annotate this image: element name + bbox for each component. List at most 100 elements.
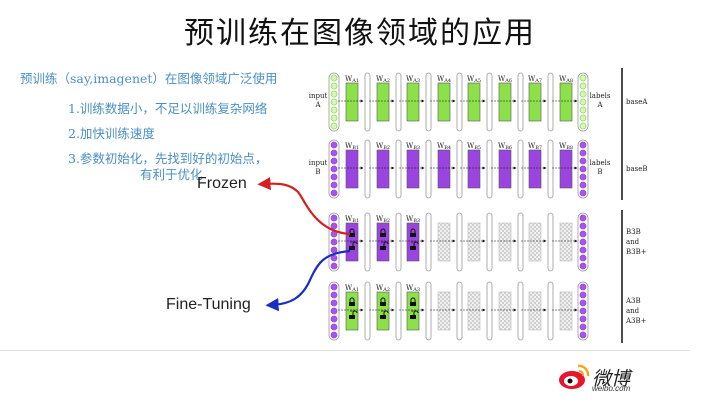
hidden-layer	[517, 212, 524, 272]
hidden-layer	[425, 281, 432, 341]
neuron	[330, 82, 338, 90]
hidden-layer	[364, 139, 371, 199]
input-label: input	[309, 159, 328, 167]
neuron	[579, 114, 587, 122]
weight-block	[467, 149, 481, 189]
point-1: 1.训练数据小，不足以训练复杂网络	[68, 101, 268, 116]
weight-subscript: B2	[383, 218, 390, 224]
intro-text: 预训练（say,imagenet）在图像领域广泛使用	[20, 71, 278, 86]
weight-subscript: A3	[412, 287, 420, 293]
neuron	[579, 230, 587, 238]
hidden-layer	[517, 72, 524, 132]
weight-block	[467, 82, 481, 122]
hidden-layer	[486, 72, 493, 132]
lock-or-label: or	[381, 308, 385, 313]
fine-tuning-arrow	[265, 249, 351, 312]
weight-block	[406, 222, 420, 262]
weight-block	[559, 82, 573, 122]
weight-label: WA1	[345, 284, 359, 293]
weibo-logo-url: weibo.com	[592, 384, 631, 393]
neuron	[330, 114, 338, 122]
neuron	[579, 222, 587, 230]
hidden-layer	[395, 139, 402, 199]
output-label-letter: B	[597, 168, 602, 176]
point-3: 3.参数初始化，先找到好的初始点，	[68, 151, 268, 166]
weight-block	[498, 82, 512, 122]
footer-divider	[0, 350, 690, 351]
hidden-layer	[547, 139, 554, 199]
weight-subscript: B1	[352, 218, 359, 224]
neuron	[330, 122, 338, 130]
point-3-cont: 有利于优化	[140, 167, 203, 182]
weibo-logo-icon	[559, 364, 590, 389]
weibo-logo-text: 微博	[592, 368, 631, 390]
hidden-layer	[364, 281, 371, 341]
lock-shackle	[380, 297, 386, 302]
neuron	[579, 106, 587, 114]
condition-label: B3B	[626, 228, 641, 236]
hidden-layer	[425, 212, 432, 272]
neuron	[330, 315, 338, 323]
random-init-block	[559, 222, 573, 262]
weight-block	[437, 149, 451, 189]
weight-subscript: A3	[412, 78, 420, 84]
frozen-arrow	[257, 177, 351, 236]
hidden-layer	[547, 281, 554, 341]
hidden-layer	[517, 139, 524, 199]
random-init-block	[467, 222, 481, 262]
weight-subscript: B7	[535, 145, 542, 151]
weight-label: WB6	[498, 142, 512, 151]
weight-label: WB5	[467, 142, 481, 151]
hidden-layer	[486, 281, 493, 341]
lock-shackle	[410, 228, 416, 233]
lock-or-label: or	[411, 239, 415, 244]
weight-label: WB7	[528, 142, 542, 151]
weight-label: WA7	[528, 75, 542, 84]
neuron	[579, 98, 587, 106]
lock-open-icon	[380, 315, 386, 319]
neuron	[579, 323, 587, 331]
network-row-3: WB1 or WB2 or WB3 or	[328, 212, 589, 272]
weight-subscript: B3	[413, 218, 420, 224]
neuron	[579, 262, 587, 270]
weight-label: WB8	[559, 142, 573, 151]
weight-subscript: A1	[351, 287, 359, 293]
weight-block	[498, 149, 512, 189]
condition-label: baseA	[626, 98, 648, 106]
lock-shackle	[349, 297, 355, 302]
weight-block	[406, 82, 420, 122]
network-row-4: WA1 or WA2 or WA3 or	[328, 281, 589, 341]
lock-open-icon	[380, 246, 386, 250]
lock-open-shackle	[352, 310, 358, 315]
weight-label: WB1	[345, 142, 359, 151]
random-init-block	[437, 222, 451, 262]
weight-label: WA3	[406, 284, 420, 293]
weight-subscript: B1	[352, 145, 359, 151]
lock-closed-icon	[410, 302, 416, 306]
weight-block	[376, 82, 390, 122]
random-init-block	[437, 291, 451, 331]
fine-tuning-label: Fine-Tuning	[166, 296, 251, 313]
neuron	[579, 173, 587, 181]
lock-closed-icon	[349, 233, 355, 237]
weight-block	[345, 149, 359, 189]
neuron	[579, 307, 587, 315]
neuron	[330, 165, 338, 173]
neuron	[579, 165, 587, 173]
weight-subscript: A8	[565, 78, 573, 84]
neuron	[579, 299, 587, 307]
weight-label: WA1	[345, 75, 359, 84]
weight-block	[437, 82, 451, 122]
neuron	[330, 90, 338, 98]
input-label: input	[309, 92, 328, 100]
lock-closed-icon	[380, 233, 386, 237]
lock-shackle	[349, 228, 355, 233]
neuron	[579, 181, 587, 189]
hidden-layer	[456, 139, 463, 199]
weight-block	[528, 149, 542, 189]
hidden-layer	[395, 281, 402, 341]
neuron	[330, 307, 338, 315]
neuron	[579, 214, 587, 222]
weight-label: WB4	[437, 142, 451, 151]
